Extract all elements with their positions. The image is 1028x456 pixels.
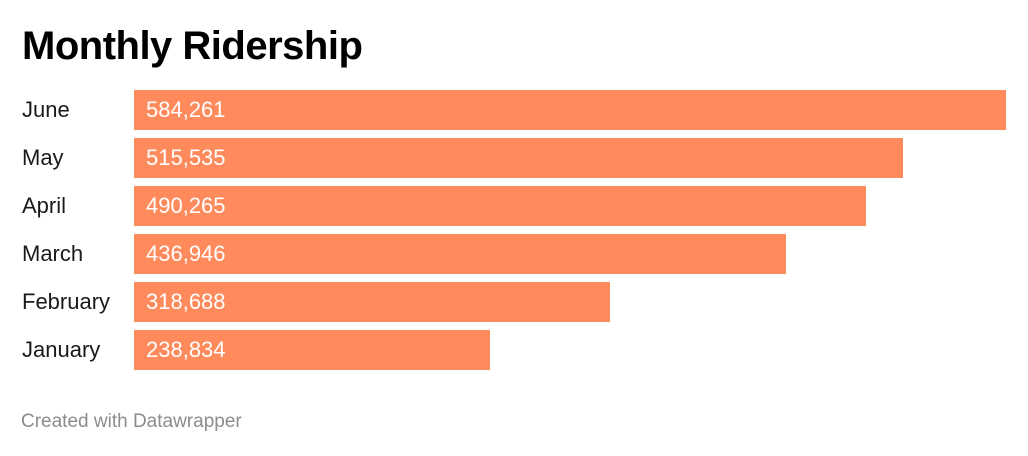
bar-value-label: 238,834 xyxy=(146,337,226,362)
category-label: June xyxy=(22,97,70,122)
bar-value-label: 318,688 xyxy=(146,289,226,314)
bar-value-label: 584,261 xyxy=(146,97,226,122)
bar xyxy=(134,330,490,370)
category-label: April xyxy=(22,193,67,218)
category-label: March xyxy=(22,241,84,266)
category-label: January xyxy=(22,337,101,362)
bar-row: January 238,834 xyxy=(0,328,1028,370)
category-label: May xyxy=(22,145,64,170)
bar-row: April 490,265 xyxy=(0,184,1028,226)
bar xyxy=(134,186,866,226)
bar-value-label: 490,265 xyxy=(146,193,226,218)
bar-row: February 318,688 xyxy=(0,280,1028,322)
bar-row: June 584,261 xyxy=(0,88,1028,130)
chart-title: Monthly Ridership xyxy=(22,24,363,68)
bar xyxy=(134,90,1006,130)
category-label: February xyxy=(22,289,111,314)
credit-text: Created with Datawrapper xyxy=(21,411,242,432)
bar-row: May 515,535 xyxy=(0,136,1028,178)
bar xyxy=(134,282,610,322)
bar-value-label: 436,946 xyxy=(146,241,226,266)
bar xyxy=(134,234,786,274)
bar-chart: June 584,261 May 515,535 April 490,265 March 43… xyxy=(0,88,1028,374)
bar xyxy=(134,138,903,178)
bar-value-label: 515,535 xyxy=(146,145,226,170)
bar-row: March 436,946 xyxy=(0,232,1028,274)
